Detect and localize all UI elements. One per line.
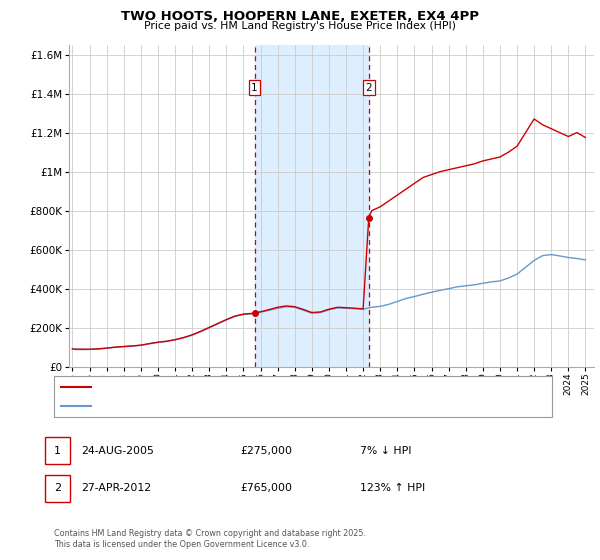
- Text: 123% ↑ HPI: 123% ↑ HPI: [360, 483, 425, 493]
- Text: 1: 1: [251, 83, 258, 93]
- Text: TWO HOOTS, HOOPERN LANE, EXETER, EX4 4PP (detached house): TWO HOOTS, HOOPERN LANE, EXETER, EX4 4PP…: [98, 382, 428, 393]
- Text: 2: 2: [54, 483, 61, 493]
- Bar: [254, 45, 369, 367]
- Text: TWO HOOTS, HOOPERN LANE, EXETER, EX4 4PP: TWO HOOTS, HOOPERN LANE, EXETER, EX4 4PP: [121, 10, 479, 22]
- Text: 1: 1: [54, 446, 61, 456]
- Text: 27-APR-2012: 27-APR-2012: [81, 483, 151, 493]
- Text: 24-AUG-2005: 24-AUG-2005: [81, 446, 154, 456]
- Text: HPI: Average price, detached house, Exeter: HPI: Average price, detached house, Exet…: [98, 401, 315, 411]
- Text: Price paid vs. HM Land Registry's House Price Index (HPI): Price paid vs. HM Land Registry's House …: [144, 21, 456, 31]
- Text: 2: 2: [365, 83, 372, 93]
- Text: 7% ↓ HPI: 7% ↓ HPI: [360, 446, 412, 456]
- Text: £275,000: £275,000: [240, 446, 292, 456]
- Text: Contains HM Land Registry data © Crown copyright and database right 2025.
This d: Contains HM Land Registry data © Crown c…: [54, 529, 366, 549]
- Text: £765,000: £765,000: [240, 483, 292, 493]
